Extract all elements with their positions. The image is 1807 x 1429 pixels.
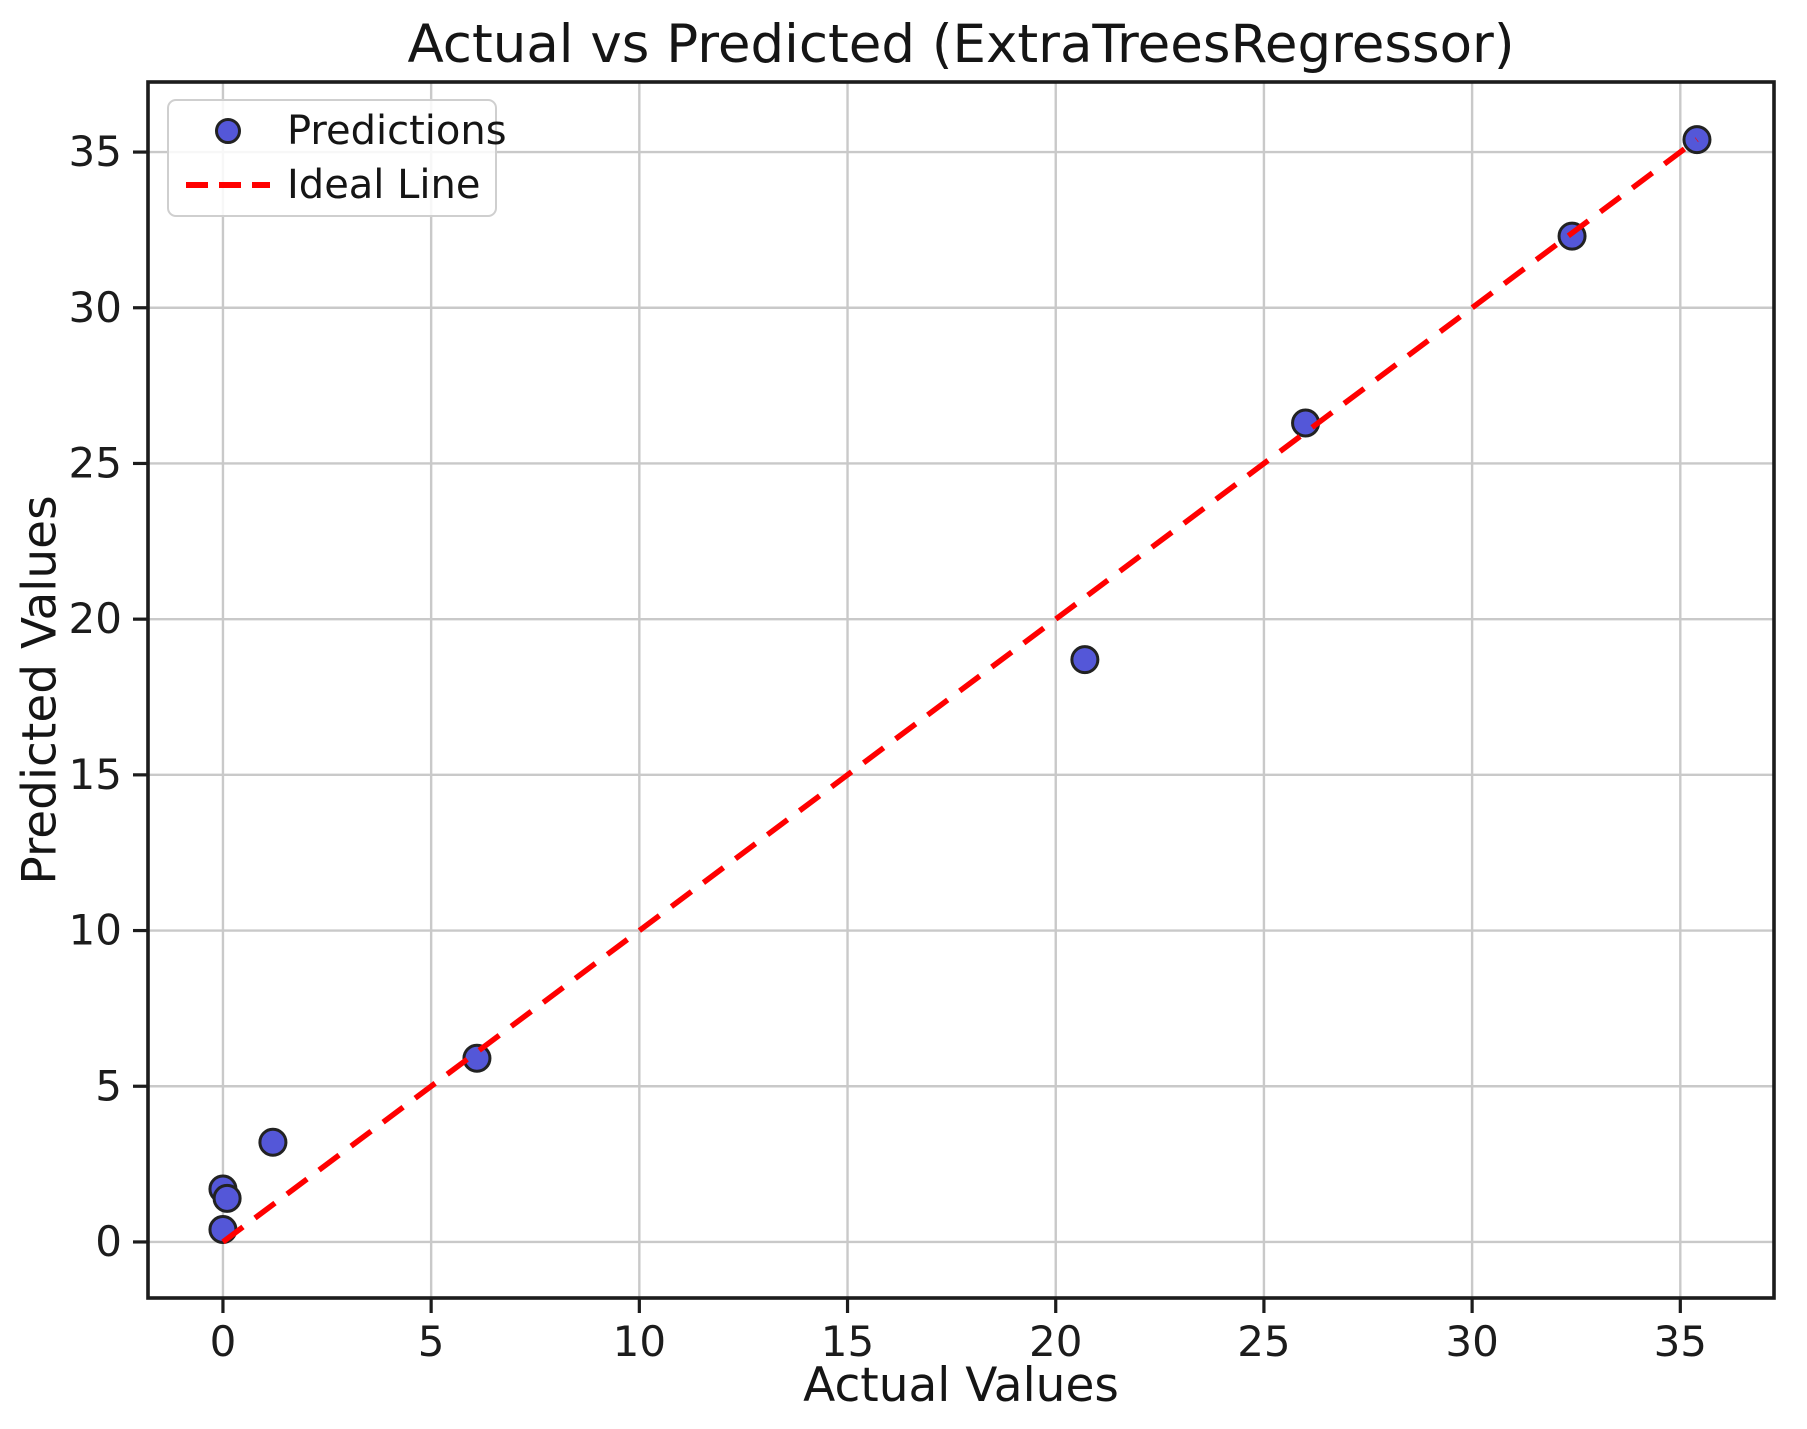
circle-marker-icon: [215, 117, 241, 144]
x-tick-label: 35: [1654, 1317, 1707, 1366]
ideal-line: [221, 137, 1699, 1245]
x-axis-label: Actual Values: [803, 1358, 1119, 1413]
x-tick-label: 30: [1445, 1317, 1498, 1366]
x-tick-label: 15: [821, 1317, 874, 1366]
y-tick-label: 15: [69, 750, 122, 799]
legend-handle: [169, 117, 287, 144]
legend-item-ideal-line: Ideal Line: [169, 160, 495, 210]
x-tick-label: 10: [613, 1317, 666, 1366]
x-tick-label: 25: [1237, 1317, 1290, 1366]
legend-handle: [169, 182, 287, 189]
y-tick-label: 35: [69, 127, 122, 176]
y-tick-label: 5: [95, 1061, 122, 1110]
data-point: [462, 1043, 492, 1073]
x-tick-label: 20: [1029, 1317, 1082, 1366]
legend: Predictions Ideal Line: [167, 99, 507, 217]
x-tick-label: 0: [210, 1317, 237, 1366]
y-tick-label: 20: [69, 594, 122, 643]
data-point: [1070, 645, 1100, 675]
plot-frame: [146, 80, 1776, 1300]
data-point: [258, 1127, 288, 1157]
y-tick-label: 10: [69, 906, 122, 955]
data-point: [212, 1183, 242, 1213]
y-tick-label: 0: [95, 1217, 122, 1266]
y-tick-label: 30: [69, 283, 122, 332]
x-tick-label: 5: [418, 1317, 445, 1366]
legend-label-ideal-line: Ideal Line: [287, 162, 481, 209]
y-tick-label: 25: [69, 438, 122, 487]
red-dashed-line-icon: [186, 182, 270, 189]
legend-label-predictions: Predictions: [287, 107, 507, 154]
legend-item-predictions: Predictions: [169, 106, 507, 156]
chart-title: Actual vs Predicted (ExtraTreesRegressor…: [407, 14, 1515, 75]
y-axis-label: Predicted Values: [12, 495, 68, 885]
